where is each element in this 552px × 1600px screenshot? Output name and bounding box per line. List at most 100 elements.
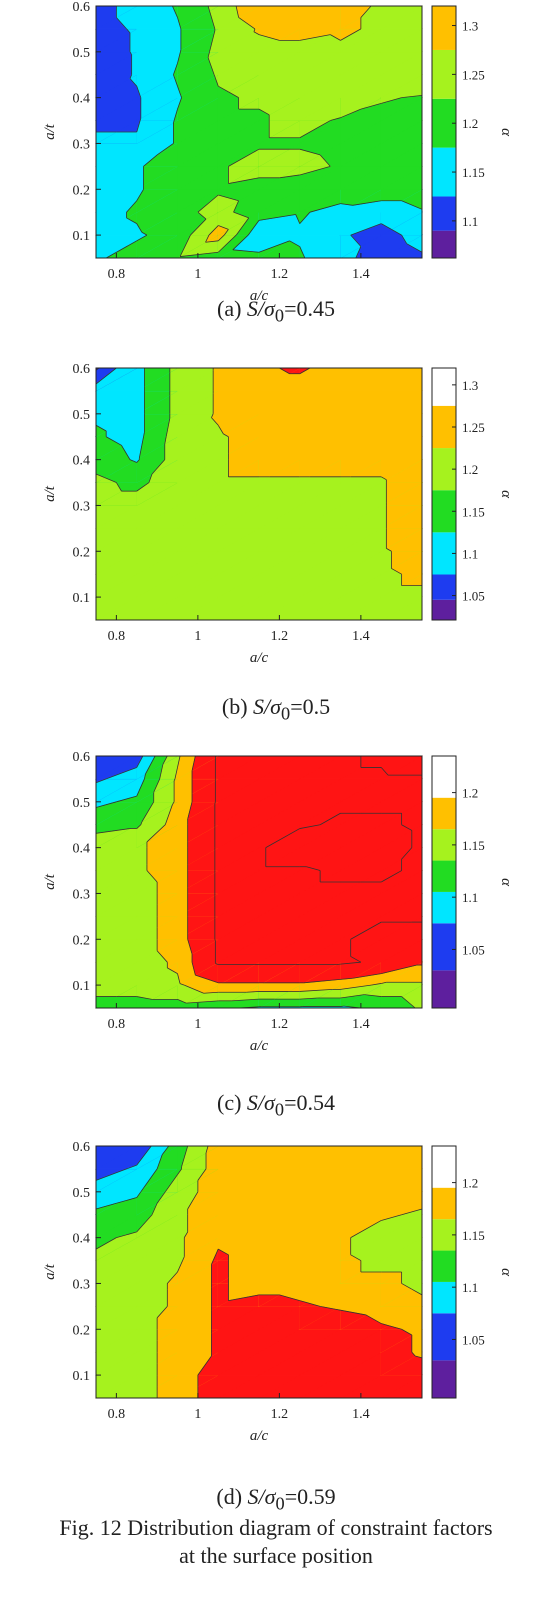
contour-line-(c)	[141, 801, 155, 823]
contour-line-(a)	[235, 217, 250, 236]
contour-line-(a)	[173, 120, 175, 123]
contour-line-(a)	[360, 5, 372, 18]
contour-line-(d)	[95, 1237, 117, 1250]
contour-line-(a)	[129, 74, 133, 79]
contour-line-(c)	[136, 824, 142, 829]
contour-line-(a)	[173, 63, 178, 75]
contour-line-(a)	[173, 76, 178, 87]
x-axis-label: a/c	[250, 1428, 269, 1444]
contour-line-(d)	[335, 1308, 341, 1311]
contour-line-(d)	[306, 1302, 321, 1307]
contour-line-(c)	[203, 991, 219, 994]
contour-line-(c)	[401, 847, 413, 860]
contour-line-(a)	[207, 51, 210, 58]
contour-line-(c)	[303, 978, 341, 984]
contour-panel-(a): 0.8 1 1.2 1.40.10.20.30.40.50.6a/ca/t1.11.1…	[42, 0, 514, 304]
contour-line-(c)	[146, 824, 166, 843]
contour-line-(d)	[136, 1214, 153, 1233]
colorbar-swatch	[432, 1360, 456, 1398]
colorbar-label: α	[498, 1268, 514, 1277]
y-tick-label: 0.5	[73, 46, 91, 61]
contour-line-(c)	[95, 778, 107, 784]
contour-line-(a)	[217, 234, 225, 242]
contour-line-(c)	[159, 764, 164, 779]
colorbar-label: α	[498, 128, 514, 137]
caption-a-symbol: S/σ	[246, 296, 275, 321]
contour-line-(d)	[197, 1168, 207, 1181]
x-tick-label: 0.8	[108, 267, 126, 282]
caption-d-symbol: S/σ	[247, 1484, 276, 1509]
contour-line-(d)	[95, 1202, 117, 1210]
x-tick-label: 1.2	[271, 267, 289, 282]
y-tick-label: 0.6	[73, 362, 91, 377]
contour-line-(c)	[140, 821, 143, 825]
contour-line-(a)	[143, 154, 158, 167]
y-tick-label: 0.1	[73, 229, 91, 244]
x-tick-label: 1.2	[271, 1407, 289, 1422]
contour-line-(a)	[340, 203, 353, 206]
colorbar-tick-label: 1.15	[462, 1228, 485, 1243]
caption-b-prefix: (b)	[221, 694, 254, 719]
y-axis-label: a/t	[42, 485, 58, 502]
contour-line-(c)	[116, 795, 137, 803]
contour-line-(a)	[299, 246, 305, 256]
contour-line-(a)	[355, 246, 362, 259]
contour-line-(a)	[136, 189, 144, 201]
contour-panel-(d): 0.8 1 1.2 1.40.10.20.30.40.50.6a/ca/t1.051.…	[42, 1140, 514, 1444]
y-axis-label: a/t	[42, 123, 58, 140]
contour-line-(a)	[350, 223, 382, 236]
y-tick-label: 0.5	[73, 408, 91, 423]
colorbar-swatch	[432, 1250, 456, 1282]
colorbar-swatch	[432, 1281, 456, 1314]
contour-line-(a)	[177, 97, 182, 110]
contour-line-(a)	[401, 234, 408, 244]
contour-line-(a)	[258, 34, 280, 41]
contour-line-(d)	[350, 1220, 382, 1238]
contour-line-(b)	[95, 367, 117, 385]
axes-frame-(a)	[95, 5, 423, 259]
contour-line-(a)	[218, 85, 229, 93]
caption-c-value: =0.54	[284, 1090, 335, 1115]
contour-line-(c)	[179, 983, 185, 986]
contour-line-(a)	[299, 34, 331, 41]
contour-line-(c)	[191, 962, 196, 976]
contour-line-(a)	[233, 200, 239, 213]
contour-line-(d)	[212, 1248, 219, 1261]
colorbar-swatch	[432, 1313, 456, 1361]
x-axis-label: a/c	[250, 1038, 269, 1054]
contour-line-(a)	[232, 249, 260, 253]
y-tick-label: 0.5	[73, 796, 91, 811]
colorbar-label: α	[498, 878, 514, 887]
contour-line-(d)	[350, 1254, 362, 1261]
contour-line-(c)	[350, 956, 362, 963]
contour-line-(c)	[177, 755, 181, 768]
contour-line-(a)	[299, 120, 331, 139]
contour-line-(c)	[381, 870, 402, 883]
contour-line-(c)	[352, 973, 382, 979]
contour-line-(a)	[232, 234, 249, 251]
caption-a-value: =0.45	[284, 296, 335, 321]
contour-line-(c)	[401, 996, 416, 1009]
contour-line-(d)	[387, 1325, 402, 1330]
y-tick-label: 0.1	[73, 979, 91, 994]
contour-line-(c)	[162, 755, 168, 765]
contour-line-(a)	[177, 86, 182, 96]
y-tick-label: 0.2	[73, 183, 91, 198]
colorbar-frame	[431, 1145, 457, 1399]
contour-line-(c)	[230, 998, 260, 1002]
contour-line-(a)	[258, 108, 270, 116]
colorbar-tick-label: 1.1	[462, 546, 478, 561]
contour-line-(a)	[179, 234, 191, 257]
colorbar-(b): 1.05 1.1 1.15 1.2 1.25 1.3 α	[431, 367, 514, 621]
colorbar-tick-label: 1.05	[462, 942, 485, 957]
contour-line-(a)	[228, 91, 239, 98]
contour-line-(a)	[228, 148, 260, 167]
colorbar-tick-label: 1.2	[462, 786, 478, 801]
contour-line-(d)	[401, 1208, 423, 1216]
contour-line-(a)	[141, 231, 148, 236]
contour-line-(a)	[209, 10, 216, 30]
contour-line-(a)	[129, 51, 133, 55]
contour-line-(a)	[197, 194, 219, 213]
contour-line-(d)	[181, 1145, 189, 1167]
contour-line-(c)	[380, 767, 389, 776]
